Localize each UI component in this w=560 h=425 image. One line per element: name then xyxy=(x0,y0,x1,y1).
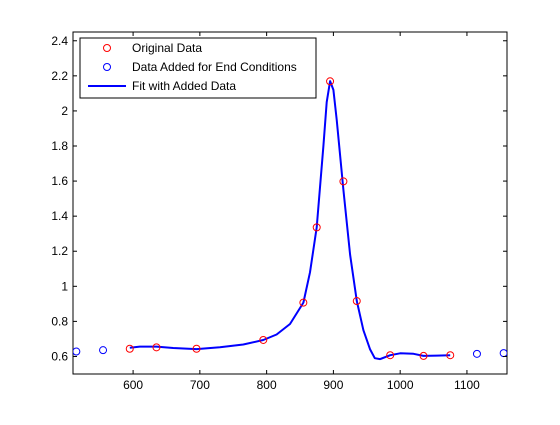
x-tick-label: 800 xyxy=(257,378,277,392)
original-data-point xyxy=(339,177,348,186)
legend-marker xyxy=(103,63,111,71)
y-tick-label: 2 xyxy=(61,104,68,118)
axis-ticks: 600 700 800 900 1000 1100 0.6 0.8 1 1.2 1.4 1.6 1.8 2… xyxy=(51,32,507,392)
legend-marker xyxy=(103,44,111,52)
original-data-point xyxy=(386,351,395,360)
original-data-point xyxy=(312,223,321,232)
y-tick-label: 1.2 xyxy=(51,244,68,258)
y-tick-label: 1.4 xyxy=(51,209,68,223)
y-tick-label: 1 xyxy=(61,279,68,293)
y-tick-label: 0.8 xyxy=(51,314,68,328)
legend-entry-label: Fit with Added Data xyxy=(132,79,236,93)
original-data-point xyxy=(446,351,455,360)
legend-entry-label: Data Added for End Conditions xyxy=(132,60,297,74)
x-tick-label: 700 xyxy=(190,378,210,392)
x-tick-label: 900 xyxy=(323,378,343,392)
original-data-point xyxy=(419,351,428,360)
x-tick-label: 1100 xyxy=(454,378,480,392)
legend-entry-label: Original Data xyxy=(132,41,202,55)
original-data-point xyxy=(259,335,268,344)
original-data-point xyxy=(352,297,361,306)
original-data-point xyxy=(326,77,335,86)
legend-box xyxy=(79,37,317,99)
y-tick-label: 1.6 xyxy=(51,174,68,188)
y-tick-label: 2.4 xyxy=(51,34,68,48)
original-data-point xyxy=(152,343,161,352)
added-data-point xyxy=(73,347,81,356)
x-tick-label: 600 xyxy=(123,378,143,392)
added-data-point xyxy=(472,349,481,358)
original-data-point xyxy=(192,344,201,353)
x-tick-label: 1000 xyxy=(387,378,414,392)
y-tick-label: 0.6 xyxy=(51,349,68,363)
original-data-point xyxy=(299,298,308,307)
legend: Original Data Data Added for End Conditio… xyxy=(79,37,317,99)
added-data-point xyxy=(99,346,108,355)
y-tick-label: 1.8 xyxy=(51,139,68,153)
fit-line xyxy=(129,80,451,361)
original-data-point xyxy=(125,344,134,353)
y-tick-label: 2.2 xyxy=(51,69,68,83)
